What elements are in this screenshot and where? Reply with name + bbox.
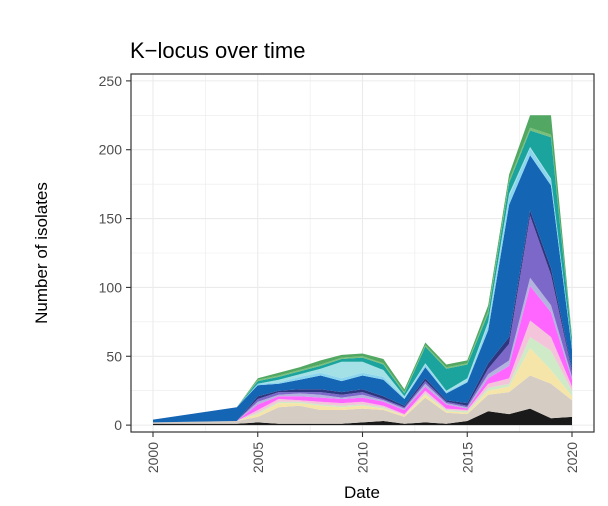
stacked-areas: [153, 115, 572, 426]
x-tick-label: 2005: [250, 442, 266, 473]
area-series-3: [153, 348, 572, 423]
area-series-4: [153, 337, 572, 423]
y-tick-label: 50: [106, 348, 122, 364]
area-series-8: [153, 215, 572, 423]
chart-title: K−locus over time: [130, 38, 305, 63]
x-tick-label: 2020: [564, 442, 580, 473]
area-series-5: [153, 320, 572, 423]
area-series-2: [153, 375, 572, 424]
area-series-1: [153, 408, 572, 426]
x-tick-label: 2010: [355, 442, 371, 473]
area-series-6: [153, 286, 572, 423]
grid: [131, 74, 594, 432]
y-tick-label: 0: [114, 417, 122, 433]
y-tick-label: 200: [99, 142, 123, 158]
area-series-10: [153, 155, 572, 423]
x-tick-label: 2015: [459, 442, 475, 473]
y-axis-title: Number of isolates: [32, 182, 51, 324]
y-tick-label: 150: [99, 211, 123, 227]
y-tick-label: 250: [99, 73, 123, 89]
axis-ticks: 0 50 100 150 200 250 2000 2005 2010 2015 2020: [99, 73, 580, 473]
y-tick-label: 100: [99, 279, 123, 295]
x-tick-label: 2000: [145, 442, 161, 473]
x-axis-title: Date: [344, 483, 380, 502]
area-series-13: [153, 130, 572, 420]
area-series-12: [153, 147, 572, 420]
